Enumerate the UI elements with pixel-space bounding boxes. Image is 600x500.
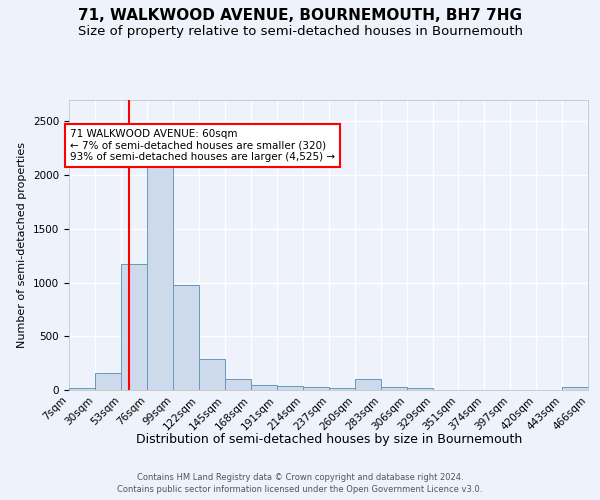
Text: 71, WALKWOOD AVENUE, BOURNEMOUTH, BH7 7HG: 71, WALKWOOD AVENUE, BOURNEMOUTH, BH7 7H…	[78, 8, 522, 22]
Bar	[147, 166, 173, 390]
Bar	[407, 388, 433, 390]
Text: Size of property relative to semi-detached houses in Bournemouth: Size of property relative to semi-detach…	[77, 25, 523, 38]
Bar	[173, 286, 199, 390]
Y-axis label: Number of semi-detached properties: Number of semi-detached properties	[17, 142, 28, 348]
Bar	[199, 360, 225, 390]
Bar	[225, 380, 251, 390]
Text: Contains HM Land Registry data © Crown copyright and database right 2024.: Contains HM Land Registry data © Crown c…	[137, 472, 463, 482]
Bar	[381, 387, 407, 390]
Bar	[121, 264, 147, 390]
Bar	[69, 388, 95, 390]
Text: Contains public sector information licensed under the Open Government Licence v3: Contains public sector information licen…	[118, 485, 482, 494]
Text: Distribution of semi-detached houses by size in Bournemouth: Distribution of semi-detached houses by …	[136, 432, 522, 446]
Bar	[329, 388, 355, 390]
Bar	[251, 385, 277, 390]
Bar	[562, 387, 588, 390]
Bar	[303, 387, 329, 390]
Bar	[277, 386, 303, 390]
Bar	[95, 373, 121, 390]
Text: 71 WALKWOOD AVENUE: 60sqm
← 7% of semi-detached houses are smaller (320)
93% of : 71 WALKWOOD AVENUE: 60sqm ← 7% of semi-d…	[70, 129, 335, 162]
Bar	[355, 378, 381, 390]
